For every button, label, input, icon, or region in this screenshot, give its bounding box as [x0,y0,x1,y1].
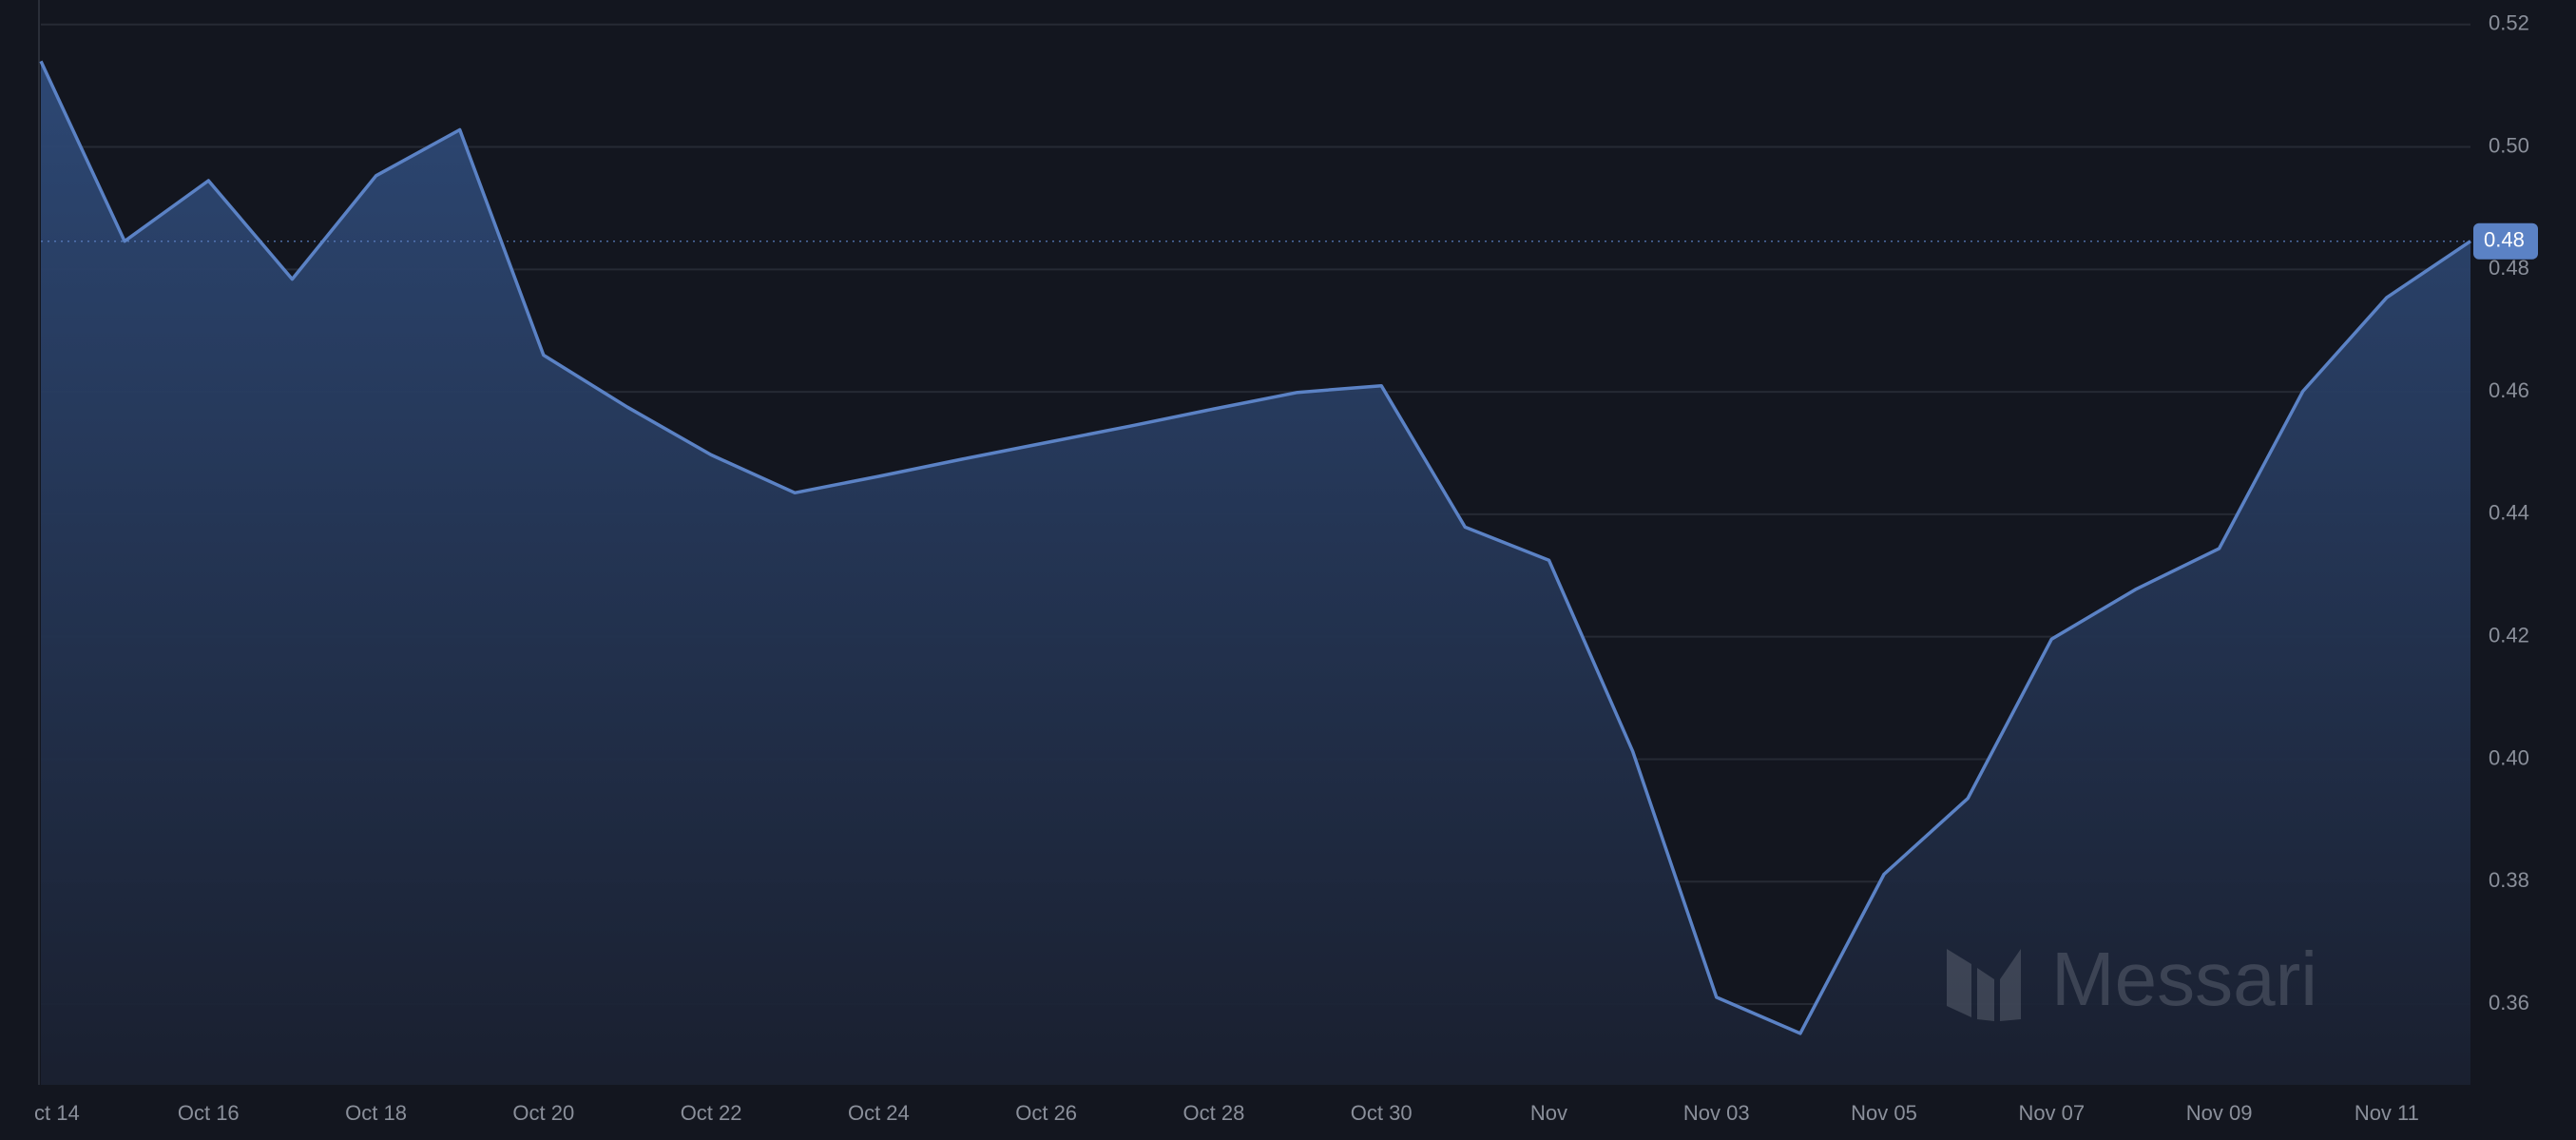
area-fill [41,61,2470,1085]
x-tick-label: ct 14 [34,1101,80,1125]
x-tick-label: Nov 03 [1683,1101,1750,1125]
y-tick-label: 0.46 [2489,378,2529,402]
x-tick-label: Nov 05 [1851,1101,1917,1125]
x-tick-label: Nov [1530,1101,1567,1125]
y-tick-label: 0.44 [2489,501,2529,525]
x-tick-label: Oct 28 [1183,1101,1245,1125]
x-tick-label: Oct 30 [1351,1101,1413,1125]
x-tick-label: Oct 26 [1015,1101,1077,1125]
price-line [39,60,2471,1035]
y-tick-label: 0.40 [2489,745,2529,769]
watermark-logo [1947,949,2021,1021]
x-tick-label: Nov 07 [2018,1101,2085,1125]
x-tick-label: Oct 16 [178,1101,240,1125]
x-tick-label: Oct 18 [345,1101,407,1125]
y-tick-label: 0.38 [2489,868,2529,892]
y-tick-label: 0.36 [2489,991,2529,1014]
x-tick-label: Nov 09 [2186,1101,2253,1125]
watermark-text: Messari [2051,937,2317,1021]
x-tick-label: Oct 20 [512,1101,574,1125]
current-price-badge [2473,222,2538,260]
watermark: Messari [1947,937,2317,1021]
y-tick-label: 0.48 [2489,256,2529,280]
current-price-label: 0.48 [2484,228,2525,252]
x-tick-label: Oct 22 [681,1101,742,1125]
y-tick-label: 0.50 [2489,133,2529,157]
x-tick-label: Oct 24 [848,1101,910,1125]
y-tick-label: 0.42 [2489,623,2529,647]
x-tick-label: Nov 11 [2355,1101,2419,1125]
y-tick-label: 0.52 [2489,11,2529,35]
